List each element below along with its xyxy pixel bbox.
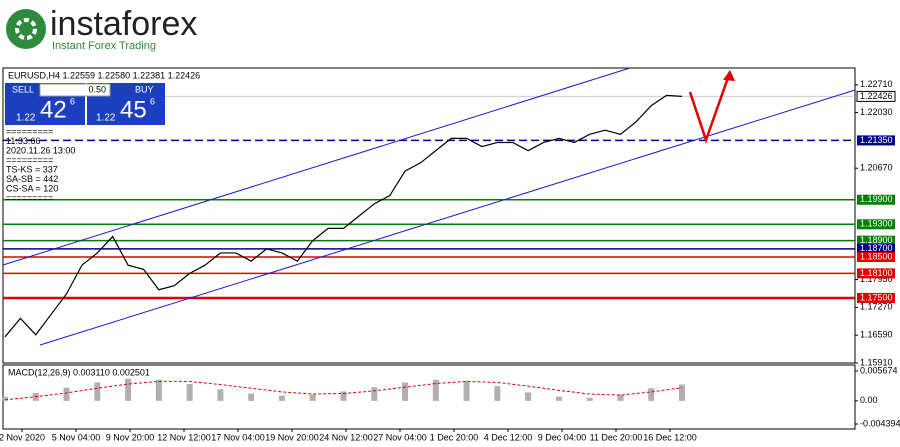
level-label: 1.18700: [860, 243, 893, 253]
symbol-header: EURUSD,H4 1.22559 1.22580 1.22381 1.2242…: [8, 70, 200, 80]
channel-upper: [2, 67, 631, 266]
arrow-head: [723, 70, 735, 81]
buy-pips: 45: [120, 96, 147, 123]
macd-bar: [494, 386, 501, 401]
sell-big: 1.22: [16, 113, 36, 124]
x-tick-label: 27 Nov 04:00: [373, 432, 427, 442]
x-tick-label: 11 Dec 20:00: [590, 432, 643, 442]
level-tag: [857, 135, 895, 146]
y-tick-label: 1.17270: [860, 302, 893, 312]
x-tick-label: 9 Dec 04:00: [538, 432, 587, 442]
x-tick-label: 19 Nov 20:00: [265, 432, 319, 442]
macd-bar: [155, 379, 162, 401]
x-tick-label: 1 Dec 20:00: [430, 432, 479, 442]
sell-label: SELL: [12, 84, 34, 94]
y-tick-label: 0.00: [860, 395, 878, 405]
macd-bar: [525, 392, 532, 401]
level-tag: [857, 252, 895, 263]
volume-box[interactable]: [39, 83, 111, 97]
level-label: 1.18900: [860, 235, 893, 245]
x-tick-label: 12 Nov 12:00: [157, 432, 211, 442]
x-tick-label: 4 Dec 12:00: [484, 432, 533, 442]
logo-gear: [15, 18, 37, 40]
macd-bar: [2, 396, 8, 401]
macd-bar: [679, 384, 685, 401]
level-tag: [857, 194, 895, 205]
level-tag: [857, 243, 895, 254]
info-line: 11:33:66: [6, 136, 40, 146]
macd-bar: [648, 388, 655, 401]
buy-big: 1.22: [96, 113, 116, 124]
price-layer: 1.22710 1.22030 1.20670 1.17950 1.17270 1.165…: [0, 79, 896, 442]
y-tick-label: 1.22710: [860, 79, 893, 89]
macd-bar: [186, 384, 193, 401]
sell-frac: 6: [70, 96, 75, 106]
info-line: =========: [6, 126, 53, 136]
x-tick-label: 24 Nov 12:00: [319, 432, 373, 442]
channel-lower: [39, 89, 856, 346]
macd-bar: [340, 391, 347, 401]
info-line: SA-SB = 442: [6, 174, 58, 184]
level-tag: [857, 235, 895, 246]
info-line: =========: [6, 193, 53, 203]
macd-bar: [432, 379, 439, 401]
macd-bar: [278, 395, 285, 401]
info-line: CS-SA = 120: [6, 183, 58, 193]
x-tick-label: 16 Dec 12:00: [643, 432, 697, 442]
macd-bar: [248, 393, 255, 401]
level-tag: [857, 292, 895, 303]
info-line: 2020.11.26 13:00: [6, 145, 75, 155]
y-tick-label: 0.005674: [860, 365, 898, 375]
level-label: 1.21350: [860, 135, 893, 145]
macd-title: MACD(12,26,9) 0.003110 0.002501: [8, 367, 150, 377]
volume: 0.50: [88, 84, 106, 94]
level-tag: [857, 268, 895, 279]
macd-bar: [586, 397, 593, 401]
macd-frame: [2, 364, 856, 430]
info-line: TS-KS = 337: [6, 164, 58, 174]
logo-text: instaforex: [50, 5, 197, 43]
forecast-arrow: [688, 71, 732, 144]
macd-layer: 0.005674 0.00 -0.004394: [2, 365, 900, 428]
y-tick-label: -0.004394: [860, 418, 900, 428]
level-label: 1.19900: [860, 194, 893, 204]
macd-bar: [309, 394, 316, 401]
logo-sub: Instant Forex Trading: [52, 40, 156, 52]
macd-bar: [555, 396, 562, 401]
x-tick-label: 5 Nov 04:00: [52, 432, 101, 442]
last-price-label: 1.22426: [860, 91, 893, 101]
level-label: 1.17500: [860, 292, 893, 302]
x-tick-label: 2 Nov 2020: [0, 432, 45, 442]
price-line: [4, 94, 683, 338]
macd-bar: [402, 382, 409, 401]
sell-pips: 42: [40, 96, 67, 123]
y-tick-label: 1.16590: [860, 330, 893, 340]
y-tick-label: 1.15910: [860, 357, 893, 367]
level-label: 1.18500: [860, 251, 893, 261]
macd-bar: [463, 380, 470, 401]
y-tick-label: 1.20670: [860, 163, 893, 173]
buy-frac: 6: [150, 96, 155, 106]
signal-line: [4, 380, 683, 401]
info-line: =========: [6, 155, 53, 165]
x-tick-label: 9 Nov 20:00: [106, 432, 155, 442]
macd-bar: [217, 389, 224, 401]
level-label: 1.18100: [860, 268, 893, 278]
logo-icon: [6, 9, 46, 49]
buy-label: BUY: [135, 84, 154, 94]
macd-bar: [617, 394, 624, 401]
level-label: 1.19300: [860, 219, 893, 229]
macd-bar: [125, 378, 132, 401]
y-tick-label: 1.17950: [860, 274, 893, 284]
macd-bar: [94, 382, 101, 401]
macd-bar: [371, 387, 378, 401]
last-price-tag: [856, 90, 896, 102]
macd-bar: [63, 387, 70, 401]
y-tick-label: 1.22030: [860, 107, 893, 117]
level-tag: [857, 219, 895, 230]
x-tick-label: 17 Nov 04:00: [211, 432, 265, 442]
